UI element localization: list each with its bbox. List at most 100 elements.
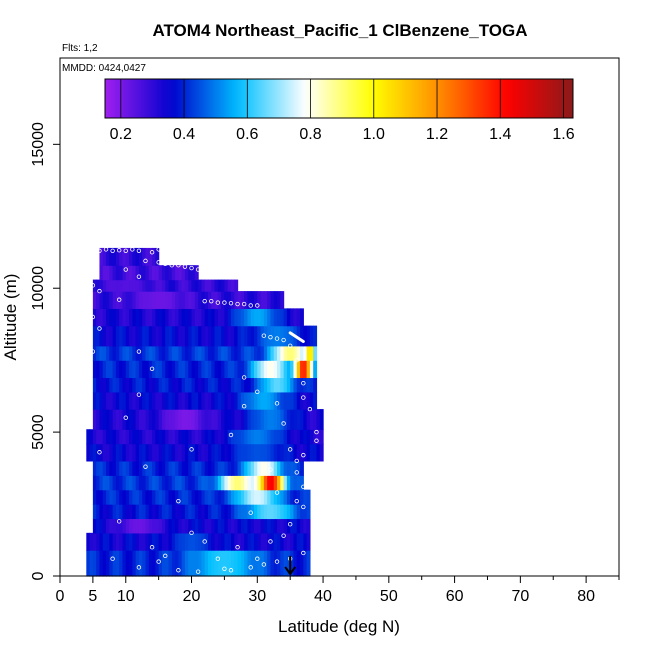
heatmap-cell: [286, 377, 291, 393]
heatmap-cell: [300, 345, 304, 361]
heatmap-cell: [155, 475, 160, 491]
heatmap-cell: [112, 265, 117, 281]
heatmap-cell: [254, 345, 258, 361]
heatmap-cell: [234, 308, 239, 327]
heatmap-cell: [194, 429, 199, 445]
heatmap-cell: [257, 391, 262, 410]
heatmap-cell: [267, 550, 272, 577]
heatmap-cell: [132, 532, 137, 551]
heatmap-cell: [152, 550, 156, 577]
heatmap-cell: [181, 532, 186, 551]
heatmap-cell: [237, 504, 242, 520]
heatmap-cell: [267, 345, 272, 361]
heatmap-cell: [145, 460, 150, 476]
heatmap-cell: [237, 377, 242, 393]
heatmap-cell: [165, 443, 170, 462]
heatmap-cell: [171, 532, 176, 551]
heatmap-cell: [142, 265, 147, 281]
heatmap-cell: [145, 429, 150, 445]
sample-point: [274, 336, 280, 341]
heatmap-cell: [234, 345, 239, 361]
heatmap-cell: [112, 460, 117, 476]
heatmap-cell: [247, 360, 252, 379]
sample-point: [176, 568, 181, 573]
heatmap-cell: [96, 475, 101, 491]
colorbar-tick-label: 1.4: [489, 126, 511, 143]
heatmap-cell: [198, 504, 202, 520]
heatmap-cell: [207, 518, 212, 534]
heatmap-cell: [178, 308, 183, 327]
heatmap-cell: [247, 429, 252, 445]
heatmap-cell: [296, 391, 301, 410]
sample-point: [156, 559, 161, 564]
heatmap-cell: [122, 265, 127, 281]
heatmap-cell: [250, 291, 255, 309]
heatmap-cell: [175, 443, 179, 462]
heatmap-cell: [102, 550, 107, 577]
heatmap-cell: [148, 345, 153, 361]
colorbar-tick-label: 0.6: [236, 126, 258, 143]
heatmap-cell: [181, 489, 186, 505]
heatmap-cell: [290, 475, 295, 491]
heatmap-cell: [152, 532, 156, 551]
heatmap-cell: [142, 291, 147, 309]
heatmap-cell: [247, 377, 252, 393]
heatmap-cell: [254, 443, 258, 462]
heatmap-cell: [211, 518, 216, 534]
heatmap-cell: [92, 409, 97, 430]
sample-point: [261, 333, 267, 338]
heatmap-cell: [165, 291, 170, 309]
heatmap-cell: [207, 460, 212, 476]
heatmap-cell: [168, 460, 173, 476]
heatmap-cell: [263, 532, 268, 551]
heatmap-cell: [119, 377, 124, 393]
heatmap-cell: [194, 409, 199, 430]
heatmap-cell: [221, 391, 226, 410]
heatmap-cell: [250, 443, 255, 462]
heatmap-cell: [122, 518, 127, 534]
heatmap-cell: [303, 345, 308, 361]
heatmap-cell: [178, 550, 183, 577]
heatmap-cell: [224, 475, 229, 491]
heatmap-cell: [201, 504, 206, 520]
heatmap-cell: [191, 279, 196, 292]
heatmap-cell: [99, 550, 104, 577]
heatmap-cell: [109, 532, 114, 551]
heatmap-cell: [184, 429, 189, 445]
heatmap-cell: [267, 518, 272, 534]
heatmap-cell: [240, 291, 245, 309]
heatmap-cell: [161, 308, 166, 327]
heatmap-cell: [178, 518, 183, 534]
heatmap-cell: [161, 460, 166, 476]
heatmap-cell: [148, 550, 153, 577]
heatmap-cell: [158, 409, 163, 430]
heatmap-cell: [145, 391, 150, 410]
heatmap-cell: [152, 504, 156, 520]
heatmap-cell: [188, 532, 193, 551]
heatmap-cell: [270, 345, 275, 361]
heatmap-cell: [102, 429, 107, 445]
heatmap-cell: [247, 325, 252, 347]
heatmap-cell: [283, 460, 288, 476]
heatmap-cell: [92, 550, 97, 577]
heatmap-cell: [283, 409, 288, 430]
heatmap-cell: [142, 247, 147, 266]
heatmap-cell: [254, 489, 258, 505]
heatmap-cell: [168, 443, 173, 462]
heatmap-cell: [106, 518, 110, 534]
heatmap-cell: [204, 429, 209, 445]
heatmap-cell: [122, 460, 127, 476]
heatmap-cell: [300, 360, 304, 379]
sample-point: [169, 263, 174, 268]
heatmap-cell: [296, 475, 301, 491]
heatmap-cell: [122, 360, 127, 379]
heatmap-cell: [155, 429, 160, 445]
heatmap-cell: [290, 345, 295, 361]
heatmap-cell: [115, 550, 120, 577]
sample-point: [97, 248, 102, 254]
heatmap-cell: [313, 360, 318, 379]
heatmap-cell: [194, 443, 199, 462]
heatmap-cell: [194, 550, 199, 577]
sample-point: [195, 569, 201, 574]
heatmap-cell: [300, 325, 304, 347]
